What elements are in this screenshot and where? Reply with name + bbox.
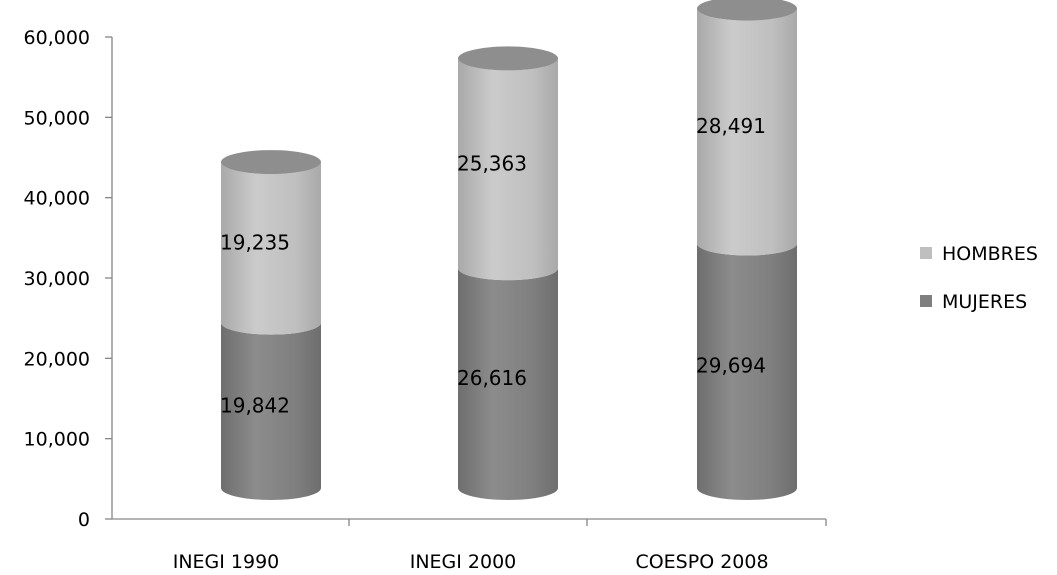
data-label-mujeres: 26,616 xyxy=(457,366,527,390)
legend-swatch xyxy=(920,295,932,307)
legend: HOMBRES MUJERES xyxy=(920,243,1038,313)
y-tick-label: 0 xyxy=(78,509,90,531)
x-category-label: INEGI 1990 xyxy=(173,551,280,573)
bar-top-cap xyxy=(221,150,321,175)
legend-swatch xyxy=(920,247,932,259)
x-category-label: INEGI 2000 xyxy=(410,551,517,573)
y-tick-label: 20,000 xyxy=(24,348,90,370)
bar-segment-mujeres xyxy=(697,243,797,501)
data-label-hombres: 25,363 xyxy=(457,151,527,175)
y-tick-label: 30,000 xyxy=(24,268,90,290)
bar-stack: 29,694 28,491 xyxy=(696,0,797,501)
y-tick-label: 50,000 xyxy=(24,107,90,129)
data-label-hombres: 28,491 xyxy=(696,114,766,138)
bar-segment-mujeres xyxy=(458,268,558,500)
bar-top-cap xyxy=(458,46,558,71)
bar-segment-hombres xyxy=(221,162,321,335)
y-tick-label: 10,000 xyxy=(24,429,90,451)
bar-stack: 19,842 19,235 xyxy=(220,150,321,500)
data-label-mujeres: 19,842 xyxy=(220,393,290,417)
bar-stack: 26,616 25,363 xyxy=(457,46,558,500)
bar-segment-mujeres xyxy=(221,322,321,500)
x-category-label: COESPO 2008 xyxy=(635,551,768,573)
y-tick-label: 40,000 xyxy=(24,188,90,210)
bar-segment-hombres xyxy=(697,8,797,256)
bar-segment-hombres xyxy=(458,58,558,281)
legend-label: MUJERES xyxy=(942,291,1027,313)
y-tick-label: 60,000 xyxy=(24,27,90,49)
data-label-mujeres: 29,694 xyxy=(696,354,766,378)
legend-label: HOMBRES xyxy=(942,243,1038,265)
bar-top-cap xyxy=(697,0,797,21)
data-label-hombres: 19,235 xyxy=(220,230,290,254)
